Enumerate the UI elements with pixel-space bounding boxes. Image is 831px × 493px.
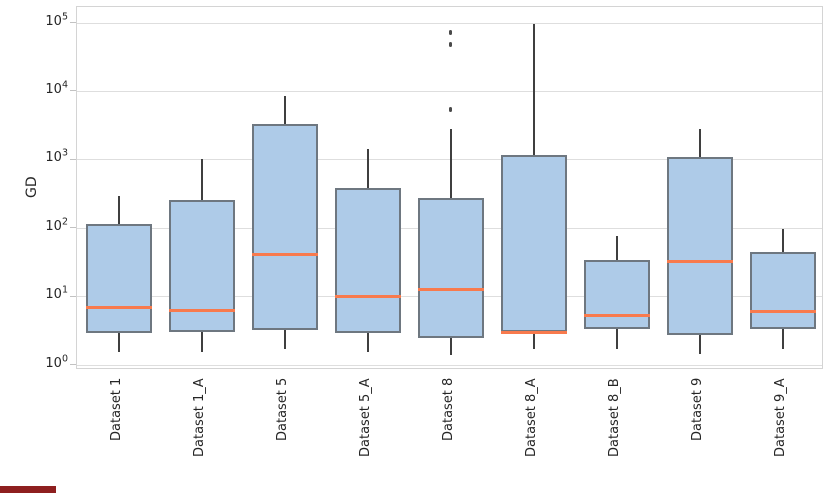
- y-gridline: [77, 22, 822, 24]
- y-tick-label: 100: [45, 353, 68, 371]
- box: [749, 251, 816, 329]
- upper-whisker: [117, 195, 120, 225]
- box: [500, 154, 567, 333]
- median-line: [168, 308, 235, 312]
- upper-whisker: [449, 129, 452, 198]
- box: [583, 259, 650, 329]
- x-tick-label: Dataset 1: [109, 378, 124, 442]
- x-tick-label: Dataset 1_A: [192, 378, 207, 457]
- lower-whisker: [615, 328, 618, 349]
- box: [251, 123, 318, 330]
- y-gridline: [77, 364, 822, 366]
- lower-whisker: [698, 335, 701, 354]
- median-line: [500, 330, 567, 334]
- lower-whisker: [366, 333, 369, 353]
- plot-area: [76, 6, 823, 369]
- lower-whisker: [283, 329, 286, 349]
- box: [85, 224, 152, 334]
- box: [168, 200, 235, 333]
- x-tick-label: Dataset 9_A: [773, 378, 788, 457]
- y-tick-label: 105: [45, 11, 68, 29]
- x-tick-label: Dataset 8_B: [607, 378, 622, 457]
- x-tick-label: Dataset 8: [441, 378, 456, 442]
- y-axis-label: GD: [24, 176, 40, 199]
- x-tick-label: Dataset 8_A: [524, 378, 539, 457]
- upper-whisker: [283, 95, 286, 124]
- outlier-point: [449, 107, 452, 113]
- box: [417, 197, 484, 338]
- y-gridline: [77, 90, 822, 92]
- y-tick-label: 103: [45, 147, 68, 166]
- y-tick-label: 102: [45, 216, 68, 234]
- y-tick-mark: [70, 22, 76, 23]
- median-line: [334, 294, 401, 298]
- outlier-point: [449, 30, 452, 36]
- upper-whisker: [532, 24, 535, 155]
- y-tick-label: 104: [45, 79, 68, 97]
- lower-whisker: [781, 328, 784, 349]
- median-line: [251, 252, 318, 256]
- y-tick-mark: [70, 295, 76, 297]
- x-tick-label: Dataset 9: [690, 378, 705, 442]
- y-tick-mark: [70, 90, 76, 92]
- box: [334, 188, 401, 334]
- lower-whisker: [117, 333, 120, 353]
- upper-whisker: [200, 159, 203, 201]
- upper-whisker: [781, 229, 784, 252]
- y-tick-mark: [70, 158, 76, 160]
- median-line: [417, 288, 484, 292]
- x-tick-label: Dataset 5_A: [358, 378, 373, 457]
- upper-whisker: [366, 148, 369, 188]
- y-tick-mark: [70, 227, 76, 229]
- lower-whisker: [532, 332, 535, 350]
- box: [666, 156, 733, 336]
- y-tick-mark: [70, 364, 76, 365]
- y-tick-label: 101: [45, 284, 68, 303]
- median-line: [85, 305, 152, 309]
- upper-whisker: [698, 128, 701, 157]
- outlier-point: [449, 42, 452, 48]
- lower-whisker: [200, 332, 203, 353]
- lower-whisker: [449, 337, 452, 355]
- median-line: [666, 259, 733, 263]
- median-line: [583, 314, 650, 318]
- upper-whisker: [615, 235, 618, 260]
- bottom-left-artifact: [0, 486, 56, 493]
- x-tick-label: Dataset 5: [275, 378, 290, 442]
- median-line: [749, 310, 816, 314]
